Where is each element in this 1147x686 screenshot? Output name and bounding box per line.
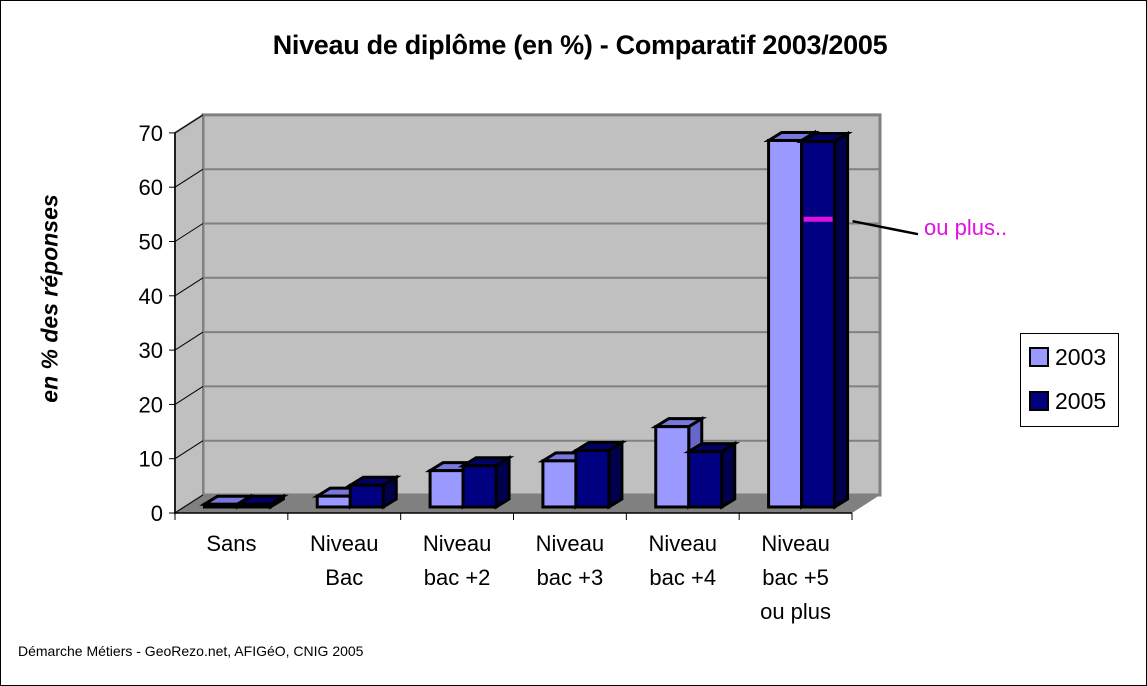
x-tick-label: Niveau Bac	[310, 531, 379, 590]
legend-swatch-2005	[1029, 391, 1049, 411]
svg-text:40: 40	[139, 284, 163, 309]
chart-title: Niveau de diplôme (en %) - Comparatif 20…	[272, 30, 888, 60]
svg-text:70: 70	[139, 121, 163, 146]
x-tick-label: Niveau bac +2	[422, 531, 492, 590]
svg-text:60: 60	[139, 175, 163, 200]
x-tick-label: Sans	[206, 531, 257, 556]
legend-label: 2005	[1055, 387, 1107, 414]
source-caption: Démarche Métiers - GeoRezo.net, AFIGéO, …	[18, 643, 364, 659]
svg-text:0: 0	[151, 501, 163, 526]
legend-label: 2003	[1055, 343, 1107, 370]
legend: 2003 2005	[1020, 333, 1119, 427]
svg-text:20: 20	[139, 392, 163, 417]
legend-swatch-2003	[1029, 347, 1049, 367]
annotation-label: ou plus..	[924, 215, 1008, 240]
svg-text:30: 30	[139, 338, 163, 363]
x-tick-label: Niveau bac +3	[535, 531, 605, 590]
legend-item-2005: 2005	[1029, 388, 1106, 414]
x-tick-label: Niveau bac +5 ou plus	[760, 531, 832, 624]
x-tick-label: Niveau bac +4	[648, 531, 717, 590]
legend-item-2003: 2003	[1029, 344, 1106, 370]
svg-text:10: 10	[139, 447, 163, 472]
svg-text:50: 50	[139, 230, 163, 255]
